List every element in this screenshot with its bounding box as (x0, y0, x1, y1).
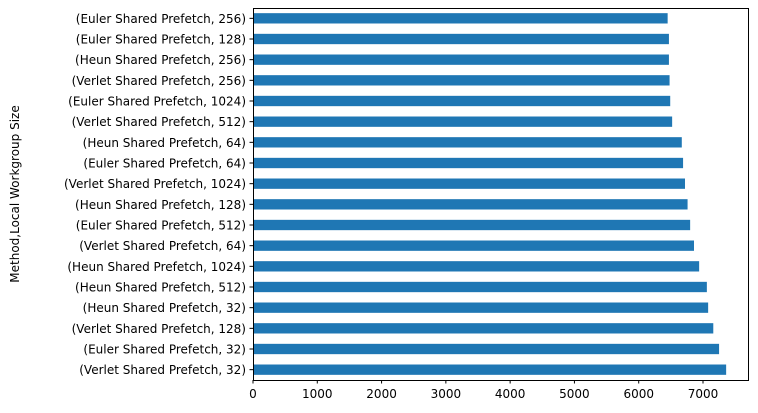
x-tick-label: 4000 (495, 387, 526, 401)
y-tick-label: (Euler Shared Prefetch, 256) (76, 12, 246, 26)
y-tick-label: (Verlet Shared Prefetch, 32) (79, 363, 246, 377)
y-tick-label: (Heun Shared Prefetch, 1024) (67, 260, 246, 274)
bar (253, 281, 707, 293)
y-tick-label: (Verlet Shared Prefetch, 64) (79, 239, 246, 253)
y-tick-label: (Euler Shared Prefetch, 512) (76, 219, 246, 233)
bar (253, 95, 671, 107)
y-tick-label: (Verlet Shared Prefetch, 256) (72, 74, 246, 88)
bar (253, 199, 688, 210)
plot-frame (253, 8, 749, 381)
bar (253, 364, 727, 375)
y-tick-label: (Euler Shared Prefetch, 1024) (68, 95, 246, 109)
bars-group (253, 13, 727, 375)
y-tick-label: (Heun Shared Prefetch, 128) (75, 198, 246, 212)
y-axis-ticks: (Euler Shared Prefetch, 256) (Euler Share… (64, 12, 253, 377)
x-tick-label: 3000 (431, 387, 462, 401)
bar (253, 54, 669, 65)
y-tick-label: (Euler Shared Prefetch, 64) (83, 157, 246, 171)
bar (253, 137, 682, 148)
bar (253, 178, 685, 189)
y-axis-label: Method,Local Workgroup Size (8, 105, 22, 282)
y-tick-label: (Verlet Shared Prefetch, 1024) (64, 177, 246, 191)
y-tick-label: (Euler Shared Prefetch, 32) (83, 343, 246, 357)
x-axis-ticks: 0 1000 2000 3000 4000 5000 6000 7000 (249, 380, 718, 401)
bar (253, 240, 694, 251)
y-tick-label: (Heun Shared Prefetch, 256) (75, 53, 246, 67)
y-tick-label: (Heun Shared Prefetch, 64) (83, 136, 246, 150)
x-tick-label: 6000 (623, 387, 654, 401)
y-tick-label: (Euler Shared Prefetch, 128) (76, 33, 246, 47)
y-tick-label: (Heun Shared Prefetch, 32) (83, 301, 246, 315)
bar (253, 261, 700, 272)
y-tick-label: (Verlet Shared Prefetch, 512) (72, 115, 246, 129)
x-tick-label: 2000 (366, 387, 397, 401)
x-tick-label: 5000 (559, 387, 590, 401)
bar (253, 33, 669, 45)
bar (253, 323, 714, 334)
x-tick-label: 1000 (302, 387, 333, 401)
bar (253, 13, 668, 24)
x-tick-label: 7000 (688, 387, 719, 401)
y-tick-label: (Verlet Shared Prefetch, 128) (72, 322, 246, 336)
bar (253, 302, 709, 313)
bar (253, 116, 673, 127)
y-tick-label: (Heun Shared Prefetch, 512) (75, 281, 246, 295)
x-tick-label: 0 (249, 387, 257, 401)
bar (253, 219, 691, 231)
bar (253, 157, 684, 169)
bar (253, 75, 670, 86)
bar (253, 343, 720, 355)
